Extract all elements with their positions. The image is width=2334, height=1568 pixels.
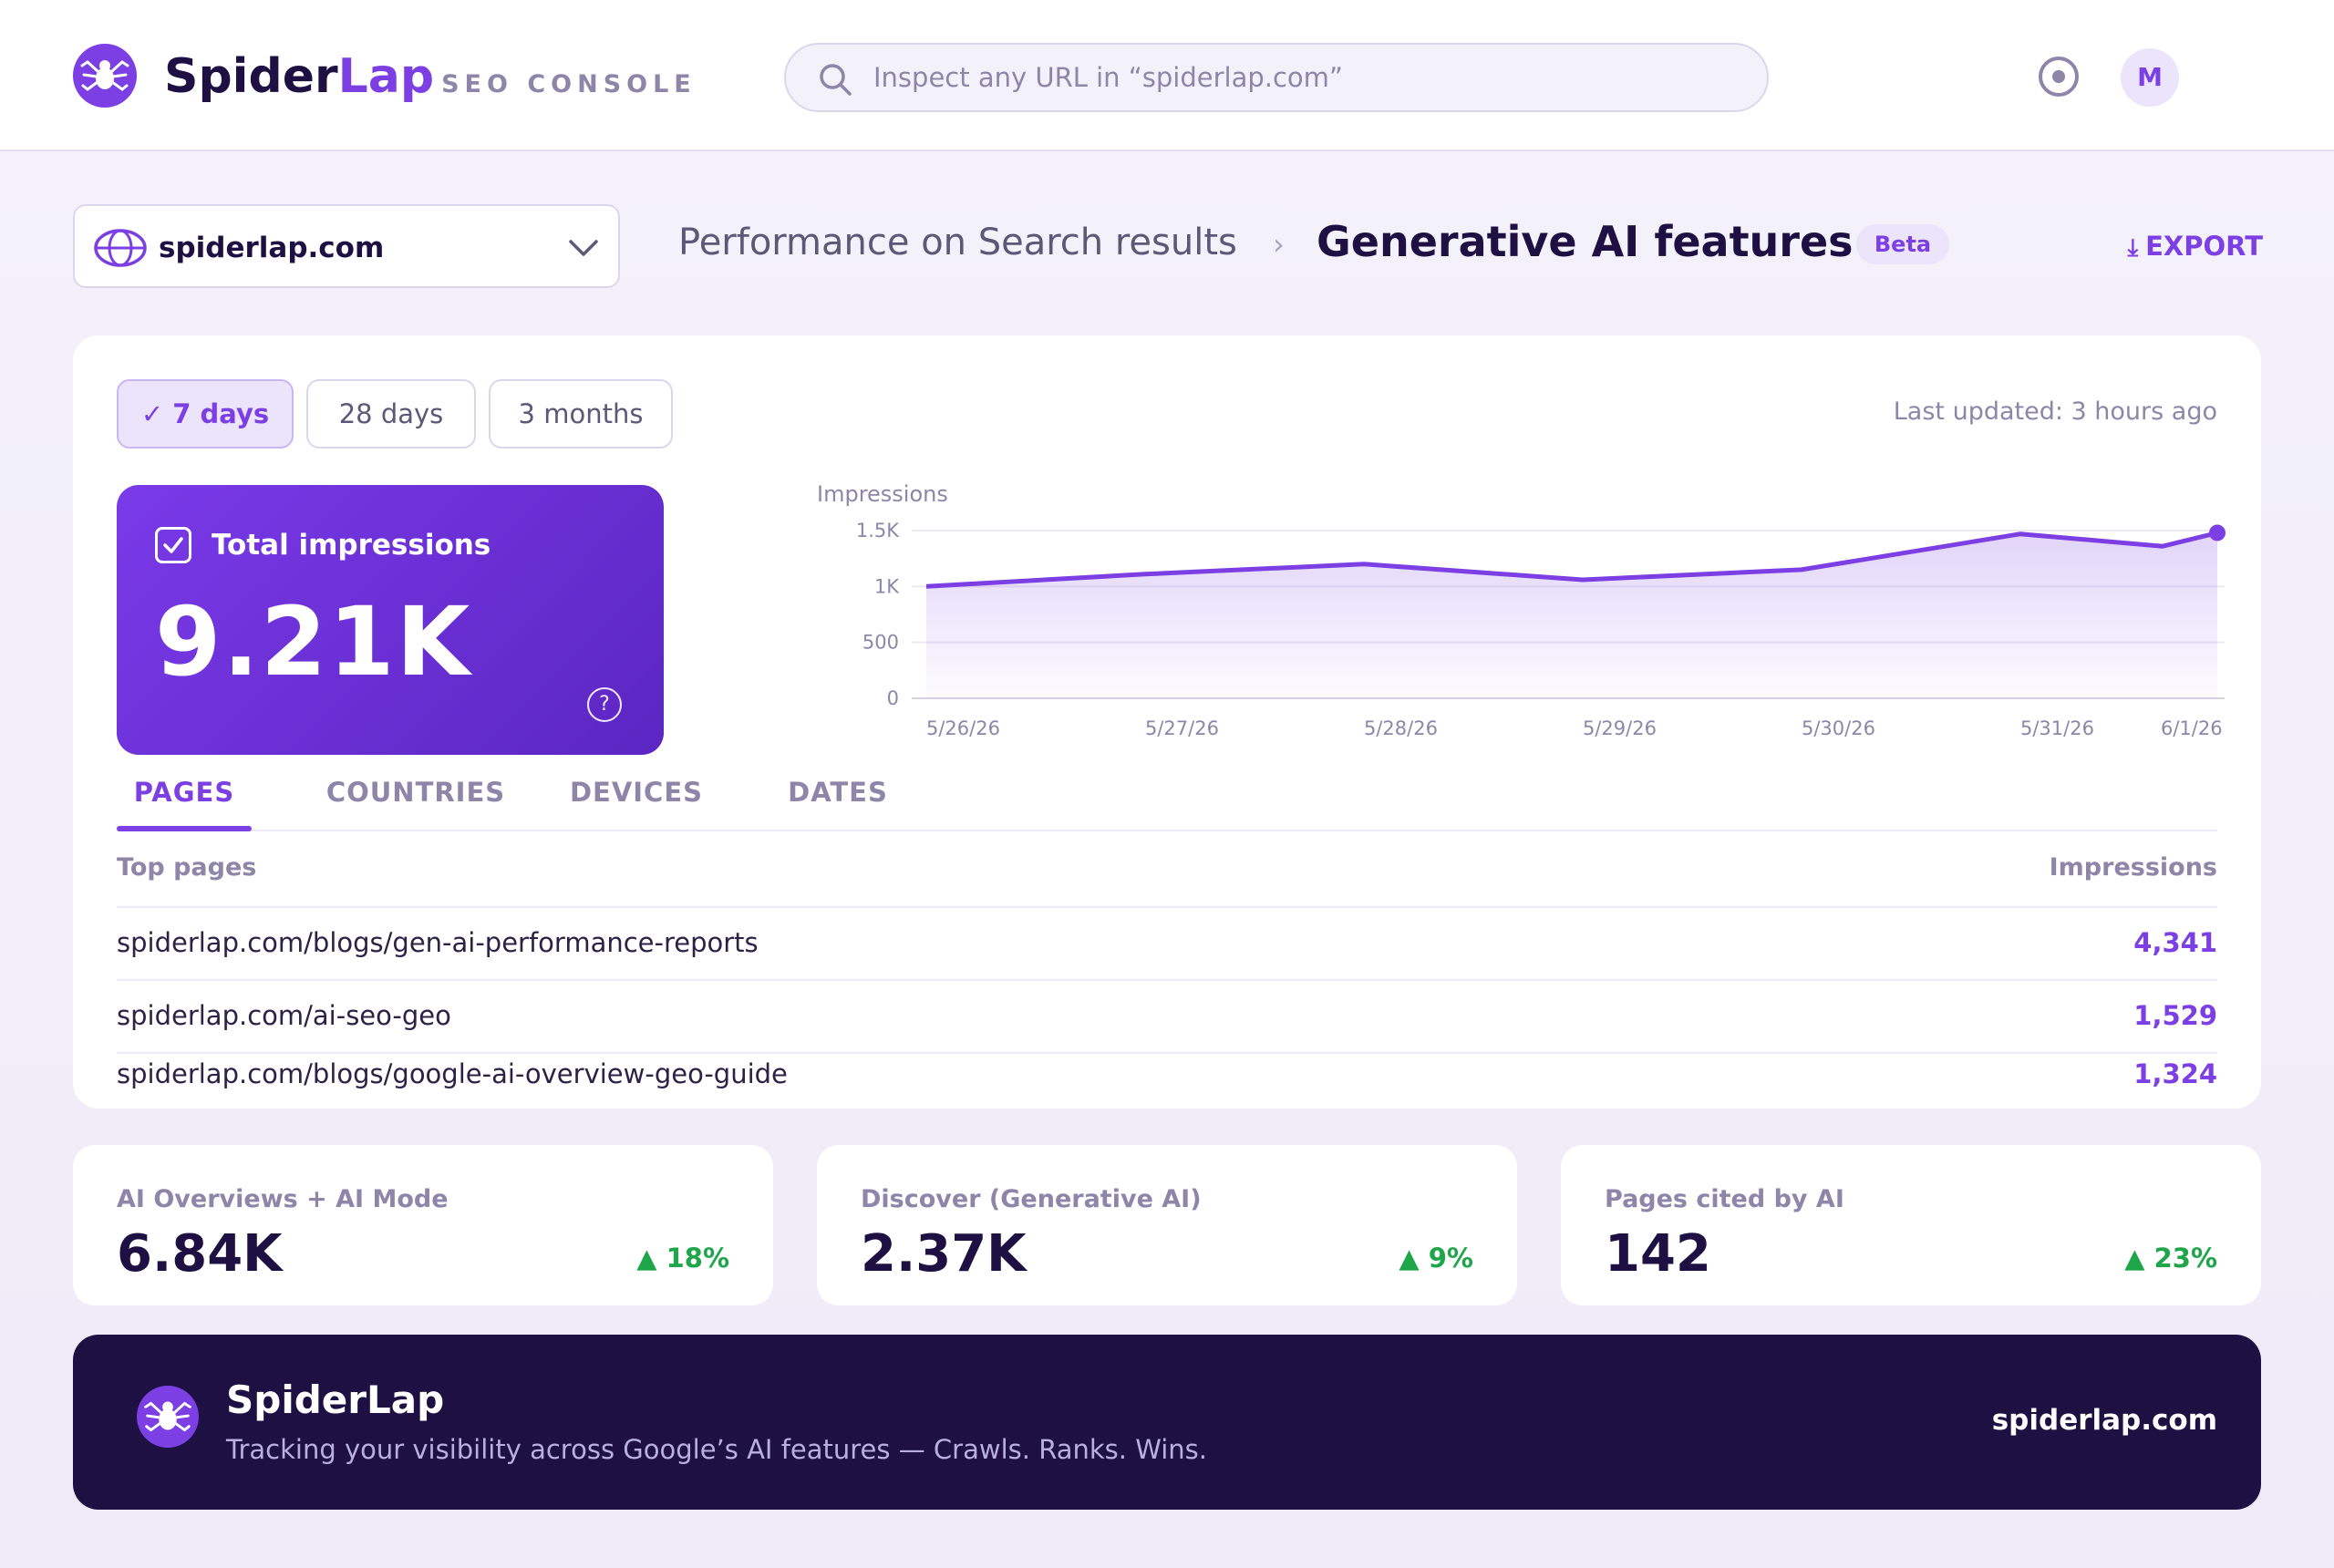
url-inspect-search[interactable] xyxy=(784,43,1769,112)
tab-dates[interactable]: DATES xyxy=(788,777,888,808)
row-url[interactable]: spiderlap.com/blogs/gen-ai-performance-r… xyxy=(117,927,759,958)
brand-subtitle: SEO CONSOLE xyxy=(441,70,697,98)
settings-icon[interactable] xyxy=(2039,57,2079,97)
chart-x-tick-label: 5/30/26 xyxy=(1802,717,1875,737)
export-button[interactable]: ⤓ EXPORT xyxy=(2115,226,2263,266)
column-header-top-pages[interactable]: Top pages xyxy=(117,853,257,882)
page-title: Generative AI features xyxy=(1317,217,1854,266)
metric-value: 9.21K xyxy=(155,586,472,697)
metric-label: Total impressions xyxy=(212,529,491,562)
tab-devices[interactable]: DEVICES xyxy=(569,777,704,808)
row-impressions: 1,529 xyxy=(2133,1000,2217,1031)
footer-brand-name: SpiderLap xyxy=(226,1377,445,1422)
footer-site-link[interactable]: spiderlap.com xyxy=(1991,1404,2217,1437)
column-header-impressions[interactable]: Impressions xyxy=(2049,853,2217,882)
chart-x-tick-label: 5/28/26 xyxy=(1364,717,1438,737)
table-row[interactable]: spiderlap.com/ai-seo-geo 1,529 xyxy=(117,979,2217,1052)
chart-y-tick-label: 0 xyxy=(887,687,899,709)
user-avatar[interactable]: M xyxy=(2121,48,2179,107)
performance-card: ✓ 7 days 28 days 3 months Last updated: … xyxy=(73,335,2261,1109)
stat-label: AI Overviews + AI Mode xyxy=(117,1185,449,1213)
globe-icon xyxy=(94,229,147,267)
brand-name-accent: Lap xyxy=(337,49,435,104)
property-selector[interactable]: spiderlap.com xyxy=(73,204,620,288)
stat-value: 2.37K xyxy=(861,1224,1027,1284)
stat-card-pages-cited[interactable]: Pages cited by AI 142 ▲ 23% xyxy=(1561,1145,2261,1305)
row-impressions: 1,324 xyxy=(2133,1058,2217,1089)
brand-name-primary: Spider xyxy=(164,49,338,104)
spider-logo-icon xyxy=(137,1386,199,1448)
settings-icon-dot xyxy=(2052,70,2065,83)
search-input[interactable] xyxy=(873,54,1730,101)
row-impressions: 4,341 xyxy=(2133,927,2217,958)
stat-delta: ▲ 9% xyxy=(1399,1243,1473,1274)
range-28-days[interactable]: 28 days xyxy=(306,379,476,449)
stat-card-discover[interactable]: Discover (Generative AI) 2.37K ▲ 9% xyxy=(817,1145,1517,1305)
chart-y-tick-label: 1.5K xyxy=(856,520,900,542)
chevron-down-icon xyxy=(569,240,598,256)
breadcrumb-separator: › xyxy=(1273,227,1285,262)
checkbox-checked-icon[interactable] xyxy=(155,527,191,563)
range-3-months[interactable]: 3 months xyxy=(489,379,673,449)
chart-x-tick-label: 5/29/26 xyxy=(1583,717,1657,737)
impressions-chart: Impressions 1.5K 1K 500 0 5/26/26 5/27/26 5/2… xyxy=(817,481,2226,737)
chart-x-tick-label: 5/27/26 xyxy=(1145,717,1219,737)
range-7-days[interactable]: ✓ 7 days xyxy=(117,379,294,449)
footer-tagline: Tracking your visibility across Google’s… xyxy=(226,1434,1208,1465)
stat-delta: ▲ 23% xyxy=(2124,1243,2217,1274)
footer-banner: SpiderLap Tracking your visibility acros… xyxy=(73,1335,2261,1510)
chart-y-axis-title: Impressions xyxy=(817,481,948,507)
property-label: spiderlap.com xyxy=(159,232,385,264)
brand-wordmark: SpiderLap SEO CONSOLE xyxy=(164,47,697,106)
chart-y-tick-label: 1K xyxy=(874,575,900,597)
dimension-tabs: PAGES COUNTRIES DEVICES DATES xyxy=(117,762,2217,831)
chart-x-tick-label: 6/1/26 xyxy=(2161,717,2223,737)
chart-x-tick-label: 5/31/26 xyxy=(2020,717,2094,737)
tab-countries[interactable]: COUNTRIES xyxy=(325,777,506,808)
download-icon: ⤓ xyxy=(2127,234,2139,262)
chart-area-fill xyxy=(926,532,2217,698)
export-label: EXPORT xyxy=(2145,231,2263,262)
table-row[interactable]: spiderlap.com/blogs/google-ai-overview-g… xyxy=(117,1052,2217,1109)
stat-value: 6.84K xyxy=(117,1224,283,1284)
total-impressions-card[interactable]: Total impressions 9.21K ? xyxy=(117,485,664,755)
stat-card-ai-overviews[interactable]: AI Overviews + AI Mode 6.84K ▲ 18% xyxy=(73,1145,773,1305)
beta-badge: Beta xyxy=(1856,224,1949,264)
search-icon xyxy=(820,64,852,96)
last-updated: Last updated: 3 hours ago xyxy=(1893,397,2217,426)
row-url[interactable]: spiderlap.com/ai-seo-geo xyxy=(117,1000,451,1031)
tab-pages[interactable]: PAGES xyxy=(117,762,252,831)
stat-label: Discover (Generative AI) xyxy=(861,1185,1202,1213)
chart-latest-point[interactable] xyxy=(2209,524,2226,542)
stat-label: Pages cited by AI xyxy=(1605,1185,1844,1213)
row-url[interactable]: spiderlap.com/blogs/google-ai-overview-g… xyxy=(117,1058,788,1089)
table-row[interactable]: spiderlap.com/blogs/gen-ai-performance-r… xyxy=(117,906,2217,979)
stat-value: 142 xyxy=(1605,1224,1711,1284)
chart-y-tick-label: 500 xyxy=(862,632,899,654)
chart-x-tick-label: 5/26/26 xyxy=(926,717,1000,737)
stat-delta: ▲ 18% xyxy=(636,1243,729,1274)
chart-series-line xyxy=(925,531,2218,589)
spider-logo-icon[interactable] xyxy=(73,44,137,108)
help-icon[interactable]: ? xyxy=(587,687,622,722)
breadcrumb-parent[interactable]: Performance on Search results xyxy=(678,222,1237,263)
